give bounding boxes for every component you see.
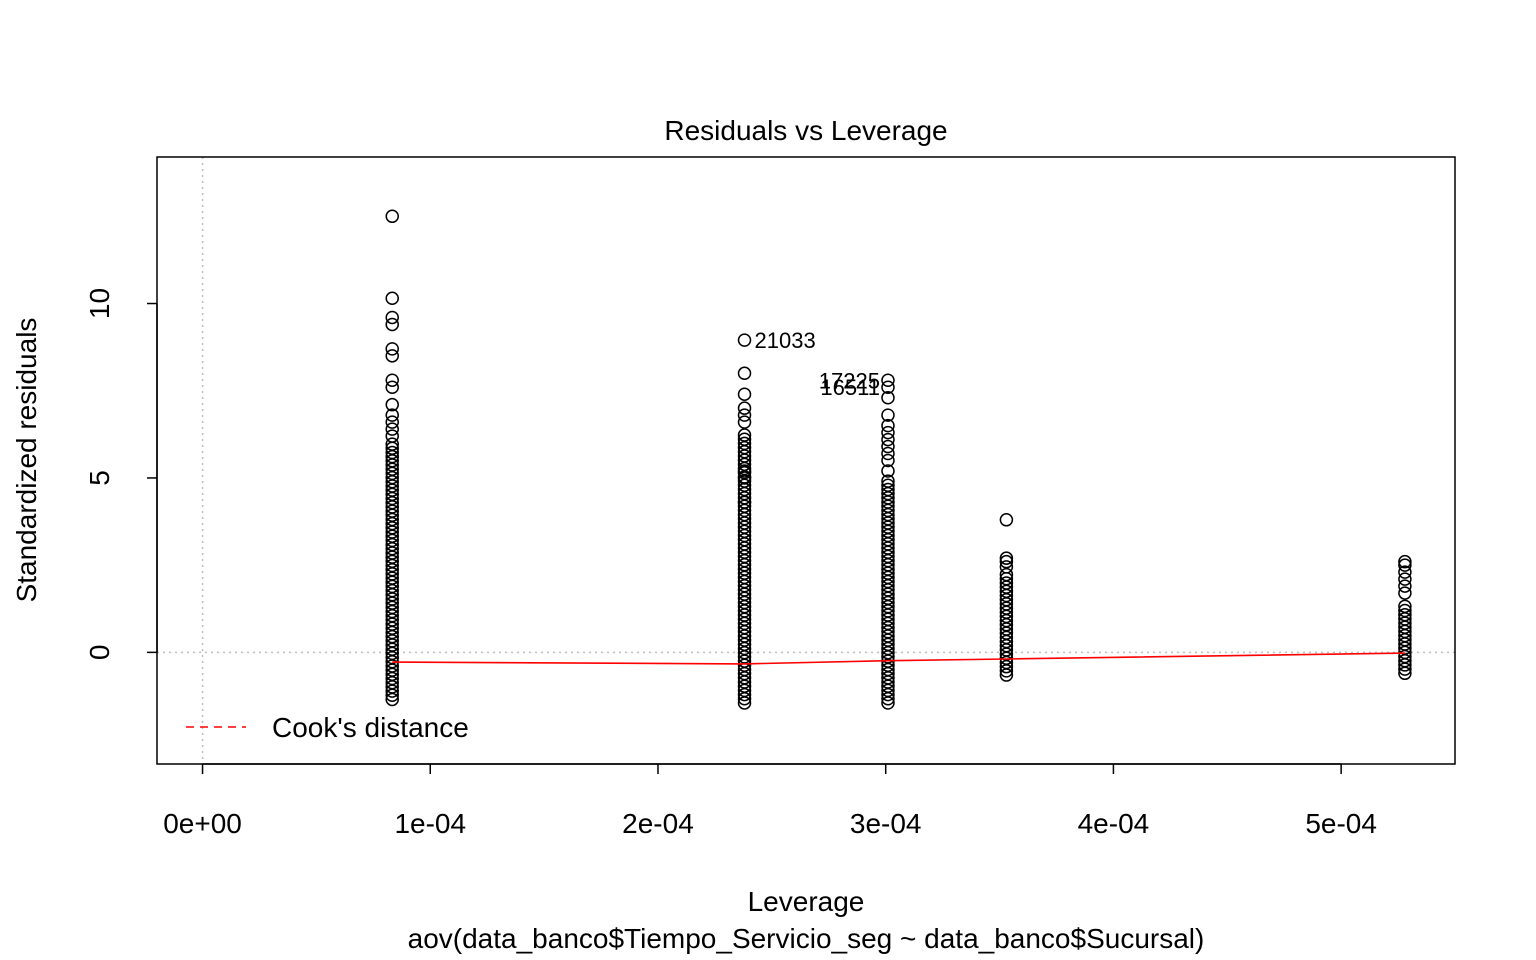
data-point: [385, 397, 399, 412]
data-point: [999, 513, 1014, 527]
chart-title: Residuals vs Leverage: [664, 115, 947, 146]
data-point: [881, 453, 895, 468]
data-points: [385, 209, 1412, 710]
data-point: [999, 576, 1014, 590]
data-point: [385, 342, 399, 356]
data-point: [1398, 554, 1412, 569]
data-point: [737, 401, 752, 415]
data-point: [1398, 565, 1412, 579]
data-point: [1398, 558, 1412, 572]
data-point: [881, 418, 895, 433]
data-point: [881, 478, 895, 493]
data-point: [385, 317, 399, 332]
legend-cooks-distance-label: Cook's distance: [272, 712, 469, 743]
x-tick-label: 2e-04: [622, 808, 694, 839]
plot-border: [156, 156, 1456, 765]
legend: Cook's distance: [186, 712, 469, 743]
data-point: [385, 415, 399, 429]
data-point: [1398, 599, 1412, 614]
data-point: [881, 390, 895, 405]
y-axis: 0 5 10: [84, 288, 158, 661]
data-point: [737, 464, 752, 478]
data-point: [1398, 603, 1412, 618]
data-point: [737, 333, 752, 347]
chart-subtitle: aov(data_banco$Tiempo_Servicio_seg ~ dat…: [408, 923, 1205, 954]
x-axis-label: Leverage: [748, 886, 865, 917]
data-point: [385, 408, 399, 422]
x-tick-label: 3e-04: [850, 808, 922, 839]
leverage-group-4: [999, 513, 1014, 682]
data-point: [737, 415, 752, 429]
data-point: [881, 408, 895, 422]
data-point: [385, 349, 399, 363]
data-point: [737, 471, 752, 485]
data-point: [737, 428, 752, 442]
data-point: [737, 366, 752, 381]
data-point: [737, 432, 752, 446]
data-point: [385, 310, 399, 325]
data-point: [385, 291, 399, 306]
y-tick-label: 10: [84, 288, 115, 319]
data-point: [385, 437, 399, 451]
x-axis: 0e+00 1e-04 2e-04 3e-04 4e-04 5e-04: [163, 763, 1377, 839]
point-label-16511: 16511: [820, 375, 880, 400]
data-point: [881, 439, 895, 454]
data-point: [385, 445, 399, 460]
x-tick-label: 0e+00: [163, 808, 242, 839]
data-point: [881, 432, 895, 447]
leverage-group-5: [1398, 554, 1412, 681]
x-tick-label: 4e-04: [1078, 808, 1150, 839]
data-point: [881, 446, 895, 461]
smooth-line-path: [392, 652, 1405, 665]
data-point: [737, 495, 752, 510]
data-point: [385, 380, 399, 394]
data-point: [999, 551, 1014, 565]
y-tick-label: 0: [84, 645, 115, 661]
data-point: [1398, 572, 1412, 586]
data-point: [737, 387, 752, 401]
data-point: [385, 429, 399, 443]
reference-lines: [157, 157, 1455, 764]
data-point: [999, 560, 1014, 574]
data-point: [385, 373, 399, 388]
data-point: [999, 567, 1014, 582]
leverage-group-3: [881, 373, 895, 710]
data-point: [1398, 586, 1412, 600]
data-point: [881, 425, 895, 440]
x-tick-label: 5e-04: [1305, 808, 1377, 839]
y-tick-label: 5: [84, 470, 115, 486]
y-axis-label: Standardized residuals: [11, 318, 42, 603]
data-point: [881, 482, 895, 497]
data-point: [1398, 607, 1412, 622]
data-point: [881, 373, 895, 388]
data-point: [737, 408, 752, 422]
data-point: [385, 422, 399, 436]
data-point: [881, 474, 895, 488]
data-point: [385, 209, 399, 224]
data-point: [881, 464, 895, 478]
data-point: [737, 436, 752, 451]
data-point: [999, 554, 1014, 569]
data-point: [1398, 579, 1412, 593]
smooth-line: [392, 652, 1405, 665]
leverage-group-2: [737, 333, 752, 710]
point-label-21033: 21033: [755, 328, 816, 353]
point-label-17225: 17225: [819, 368, 880, 393]
data-point: [881, 380, 895, 394]
x-tick-label: 1e-04: [394, 808, 466, 839]
leverage-group-1: [385, 209, 399, 707]
